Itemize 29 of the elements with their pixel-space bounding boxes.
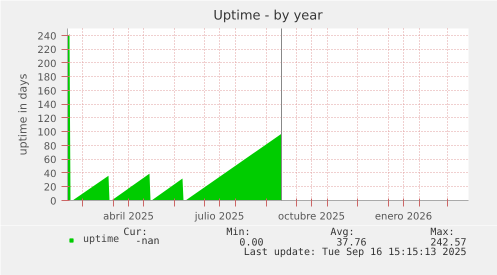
text: Max:	[430, 227, 455, 238]
text: 37.76	[336, 238, 367, 248]
legend-label: uptime	[83, 234, 120, 245]
y-tick-label: 160	[37, 86, 57, 98]
text: 242.57	[430, 238, 466, 248]
y-axis-title: uptime in days	[16, 73, 30, 156]
chart-title: Uptime - by year	[213, 8, 324, 24]
text: Last update: Tue Sep 16 15:15:13 2025	[244, 247, 467, 258]
y-tick-label: 120	[37, 114, 57, 125]
text: Avg:	[330, 227, 355, 238]
x-tick-label: octubre 2025	[278, 212, 345, 222]
y-tick-label: 20	[44, 182, 57, 194]
y-tick-label: 240	[37, 31, 57, 42]
y-tick-label: 180	[37, 72, 57, 84]
y-tick-label: 100	[37, 128, 57, 139]
text: Min:	[226, 227, 251, 238]
x-tick-label: enero 2026	[374, 212, 432, 222]
text: Cur:	[123, 227, 148, 238]
x-tick-label: abril 2025	[103, 212, 154, 222]
text: -nan	[135, 236, 160, 247]
y-tick-label: 80	[44, 141, 57, 152]
y-tick-label: 60	[44, 155, 57, 166]
y-tick-label: 200	[37, 58, 57, 70]
y-tick-label: 220	[37, 45, 57, 56]
y-tick-label: 40	[44, 168, 57, 180]
y-tick-label: 140	[37, 100, 57, 112]
x-tick-label: julio 2025	[194, 212, 244, 222]
text: 0.00	[239, 238, 264, 248]
y-tick-label: 0	[50, 196, 57, 208]
